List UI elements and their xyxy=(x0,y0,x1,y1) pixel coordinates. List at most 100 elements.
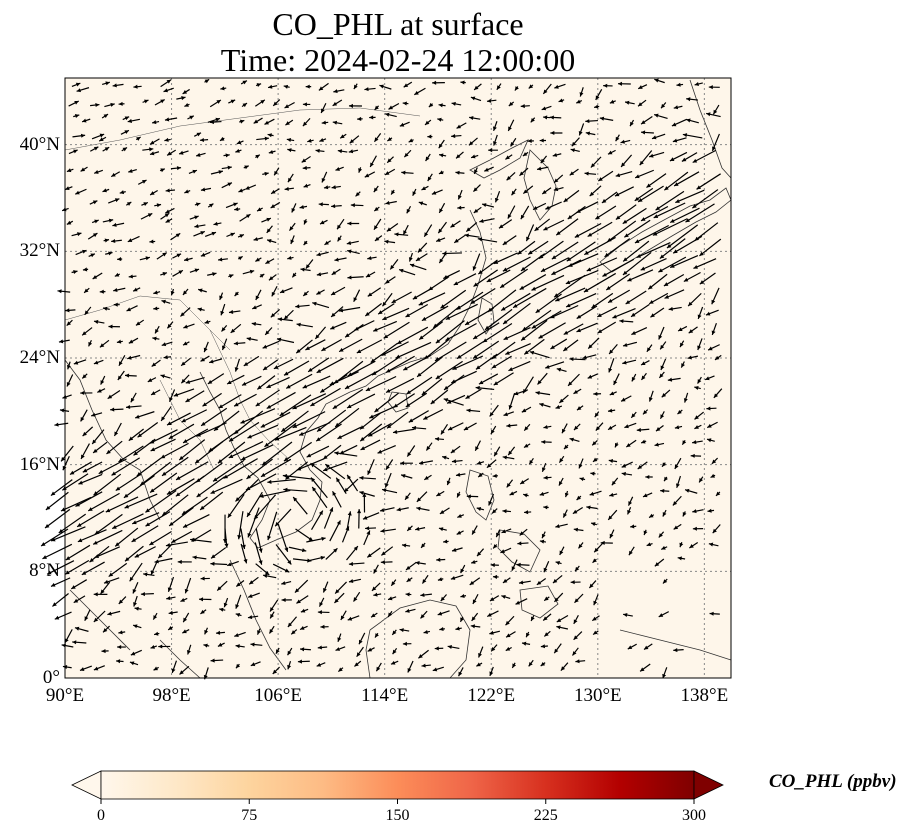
wind-arrow xyxy=(267,133,274,138)
wind-arrow xyxy=(164,117,178,122)
wind-arrow xyxy=(340,610,347,621)
wind-arrow xyxy=(276,337,295,344)
wind-arrow xyxy=(353,591,361,602)
wind-arrow xyxy=(149,530,172,546)
wind-arrow xyxy=(101,649,109,654)
wind-vector-field xyxy=(40,78,723,680)
wind-arrow xyxy=(163,355,171,360)
wind-arrow xyxy=(166,478,195,495)
wind-arrow xyxy=(323,507,334,529)
wind-arrow xyxy=(64,559,90,575)
wind-arrow xyxy=(398,268,416,276)
wind-arrow xyxy=(387,596,397,601)
wind-arrow xyxy=(137,179,147,185)
wind-arrow xyxy=(341,526,350,543)
wind-arrow xyxy=(373,185,379,193)
wind-arrow xyxy=(112,83,124,88)
wind-arrow xyxy=(354,320,375,331)
wind-arrow xyxy=(58,513,87,534)
wind-arrow xyxy=(310,462,332,479)
wind-arrow xyxy=(445,323,477,342)
wind-arrow xyxy=(337,426,362,440)
wind-arrow xyxy=(302,165,311,170)
wind-arrow xyxy=(204,319,211,324)
wind-arrow xyxy=(418,649,429,659)
wind-arrow xyxy=(316,662,326,667)
wind-arrow xyxy=(77,529,107,543)
wind-arrow xyxy=(184,189,191,194)
wind-arrow xyxy=(153,631,160,636)
wind-arrow xyxy=(237,511,244,540)
wind-arrow xyxy=(440,289,467,309)
wind-arrow xyxy=(440,594,447,602)
wind-arrow xyxy=(161,494,189,517)
wind-arrow xyxy=(470,624,481,629)
wind-arrow xyxy=(133,595,138,607)
wind-arrow xyxy=(379,84,392,90)
wind-arrow xyxy=(197,288,207,293)
wind-arrow xyxy=(385,459,394,471)
wind-arrow xyxy=(469,577,481,586)
wind-arrow xyxy=(430,389,449,405)
wind-arrow xyxy=(64,629,73,644)
wind-arrow xyxy=(418,201,427,206)
wind-arrow xyxy=(476,506,485,511)
wind-arrow xyxy=(299,204,308,210)
wind-arrow xyxy=(391,629,397,636)
wind-arrow xyxy=(81,373,88,379)
wind-arrow xyxy=(287,148,296,153)
wind-arrow xyxy=(403,149,412,158)
wind-arrow xyxy=(452,355,484,371)
wind-arrow xyxy=(217,441,246,464)
wind-arrow xyxy=(316,409,347,433)
wind-arrow xyxy=(386,156,394,164)
wind-arrow xyxy=(166,149,177,156)
wind-arrow xyxy=(348,561,365,566)
wind-arrow xyxy=(221,182,233,189)
wind-arrow xyxy=(314,326,327,340)
wind-arrow xyxy=(357,509,362,529)
wind-arrow xyxy=(370,612,378,618)
wind-arrow xyxy=(299,625,308,631)
wind-arrow xyxy=(470,154,479,159)
wind-arrow xyxy=(204,78,210,84)
wind-arrow xyxy=(337,633,342,642)
wind-arrow xyxy=(200,609,207,615)
wind-arrow xyxy=(184,577,192,594)
wind-arrow xyxy=(127,118,141,123)
wind-arrow xyxy=(89,146,99,152)
wind-arrow xyxy=(471,525,478,535)
wind-arrow xyxy=(386,223,399,232)
wind-arrow xyxy=(153,306,160,311)
wind-arrow xyxy=(132,582,139,594)
wind-arrow xyxy=(300,647,311,652)
wind-arrow xyxy=(334,581,347,594)
wind-arrow xyxy=(235,644,245,649)
wind-arrow xyxy=(348,149,359,154)
wind-arrow xyxy=(127,235,140,243)
wind-arrow xyxy=(255,528,263,553)
wind-arrow xyxy=(315,148,325,153)
wind-arrow xyxy=(438,153,447,158)
wind-arrow xyxy=(98,136,107,142)
wind-arrow xyxy=(207,373,225,385)
wind-arrow xyxy=(60,496,92,512)
coastline-borneo xyxy=(365,599,471,679)
wind-arrow xyxy=(268,625,275,634)
wind-arrow xyxy=(81,118,91,123)
wind-arrow xyxy=(147,377,157,383)
wind-arrow xyxy=(377,445,396,454)
wind-arrow xyxy=(346,511,352,529)
wind-arrow xyxy=(451,134,462,139)
wind-arrow xyxy=(415,561,426,566)
wind-arrow xyxy=(151,120,160,125)
wind-arrow xyxy=(66,168,74,173)
wind-arrow xyxy=(235,613,242,617)
wind-arrow xyxy=(182,341,190,346)
colorbar-tick-label: 300 xyxy=(682,807,706,824)
wind-arrow xyxy=(87,232,98,240)
wind-arrow xyxy=(374,632,379,638)
wind-arrow xyxy=(349,135,360,144)
wind-arrow xyxy=(471,612,479,622)
wind-arrow xyxy=(234,291,239,297)
